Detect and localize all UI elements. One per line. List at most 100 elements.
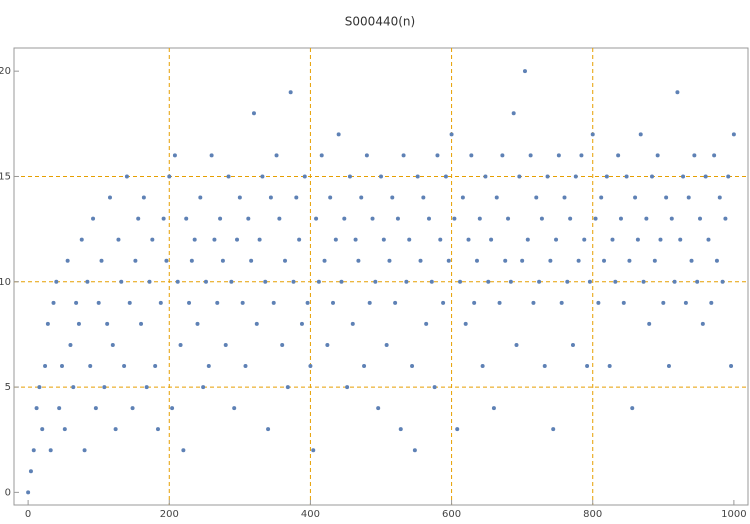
point	[703, 174, 708, 179]
point	[573, 174, 578, 179]
point	[311, 448, 316, 453]
point	[426, 216, 431, 221]
point	[706, 237, 711, 242]
point	[602, 258, 607, 263]
point	[285, 385, 290, 390]
point	[274, 153, 279, 158]
point	[141, 195, 146, 200]
point	[336, 132, 341, 137]
point	[127, 300, 132, 305]
point	[88, 364, 93, 369]
point	[700, 321, 705, 326]
point	[102, 385, 107, 390]
point	[198, 195, 203, 200]
point	[91, 216, 96, 221]
point	[489, 237, 494, 242]
chart-title: S000440(n)	[345, 15, 415, 29]
point	[469, 153, 474, 158]
point	[79, 237, 84, 242]
y-tick-label: 0	[5, 487, 11, 498]
point	[570, 342, 575, 347]
point	[226, 174, 231, 179]
point	[520, 258, 525, 263]
point	[528, 153, 533, 158]
x-tick-label: 1000	[721, 509, 746, 520]
point	[147, 279, 152, 284]
point	[486, 279, 491, 284]
point	[172, 153, 177, 158]
point	[271, 300, 276, 305]
point	[638, 132, 643, 137]
point	[545, 174, 550, 179]
point	[136, 216, 141, 221]
point	[398, 427, 403, 432]
point	[500, 153, 505, 158]
point	[220, 258, 225, 263]
point	[655, 153, 660, 158]
point	[161, 216, 166, 221]
point	[116, 237, 121, 242]
point	[291, 279, 296, 284]
point	[31, 448, 36, 453]
point	[441, 300, 446, 305]
point	[491, 406, 496, 411]
point	[82, 448, 87, 453]
point	[243, 364, 248, 369]
plot-frame	[13, 47, 749, 506]
point	[421, 195, 426, 200]
y-tick-label: 10	[0, 277, 11, 288]
point	[280, 342, 285, 347]
point	[455, 427, 460, 432]
point	[424, 321, 429, 326]
point	[407, 237, 412, 242]
point	[45, 321, 50, 326]
point	[590, 132, 595, 137]
point	[65, 258, 70, 263]
point	[362, 364, 367, 369]
point	[587, 279, 592, 284]
point	[652, 258, 657, 263]
point	[71, 385, 76, 390]
point	[525, 237, 530, 242]
point	[466, 237, 471, 242]
point	[443, 174, 448, 179]
point	[695, 279, 700, 284]
point	[641, 279, 646, 284]
point	[99, 258, 104, 263]
point	[93, 406, 98, 411]
point	[534, 195, 539, 200]
point	[415, 174, 420, 179]
point	[34, 406, 39, 411]
point	[113, 427, 118, 432]
point	[119, 279, 124, 284]
point	[508, 279, 513, 284]
point	[43, 364, 48, 369]
point	[562, 195, 567, 200]
point	[576, 258, 581, 263]
point	[302, 174, 307, 179]
point	[556, 153, 561, 158]
point	[353, 237, 358, 242]
point	[460, 195, 465, 200]
point	[347, 174, 352, 179]
point	[175, 279, 180, 284]
point	[418, 258, 423, 263]
point	[624, 174, 629, 179]
point	[610, 237, 615, 242]
point	[215, 300, 220, 305]
point	[40, 427, 45, 432]
point	[621, 300, 626, 305]
point	[401, 153, 406, 158]
point	[390, 195, 395, 200]
point	[59, 364, 64, 369]
point	[342, 216, 347, 221]
point	[122, 364, 127, 369]
point	[124, 174, 129, 179]
point	[731, 132, 736, 137]
point	[381, 237, 386, 242]
point	[384, 342, 389, 347]
point	[178, 342, 183, 347]
point	[463, 321, 468, 326]
point	[647, 321, 652, 326]
point	[686, 195, 691, 200]
